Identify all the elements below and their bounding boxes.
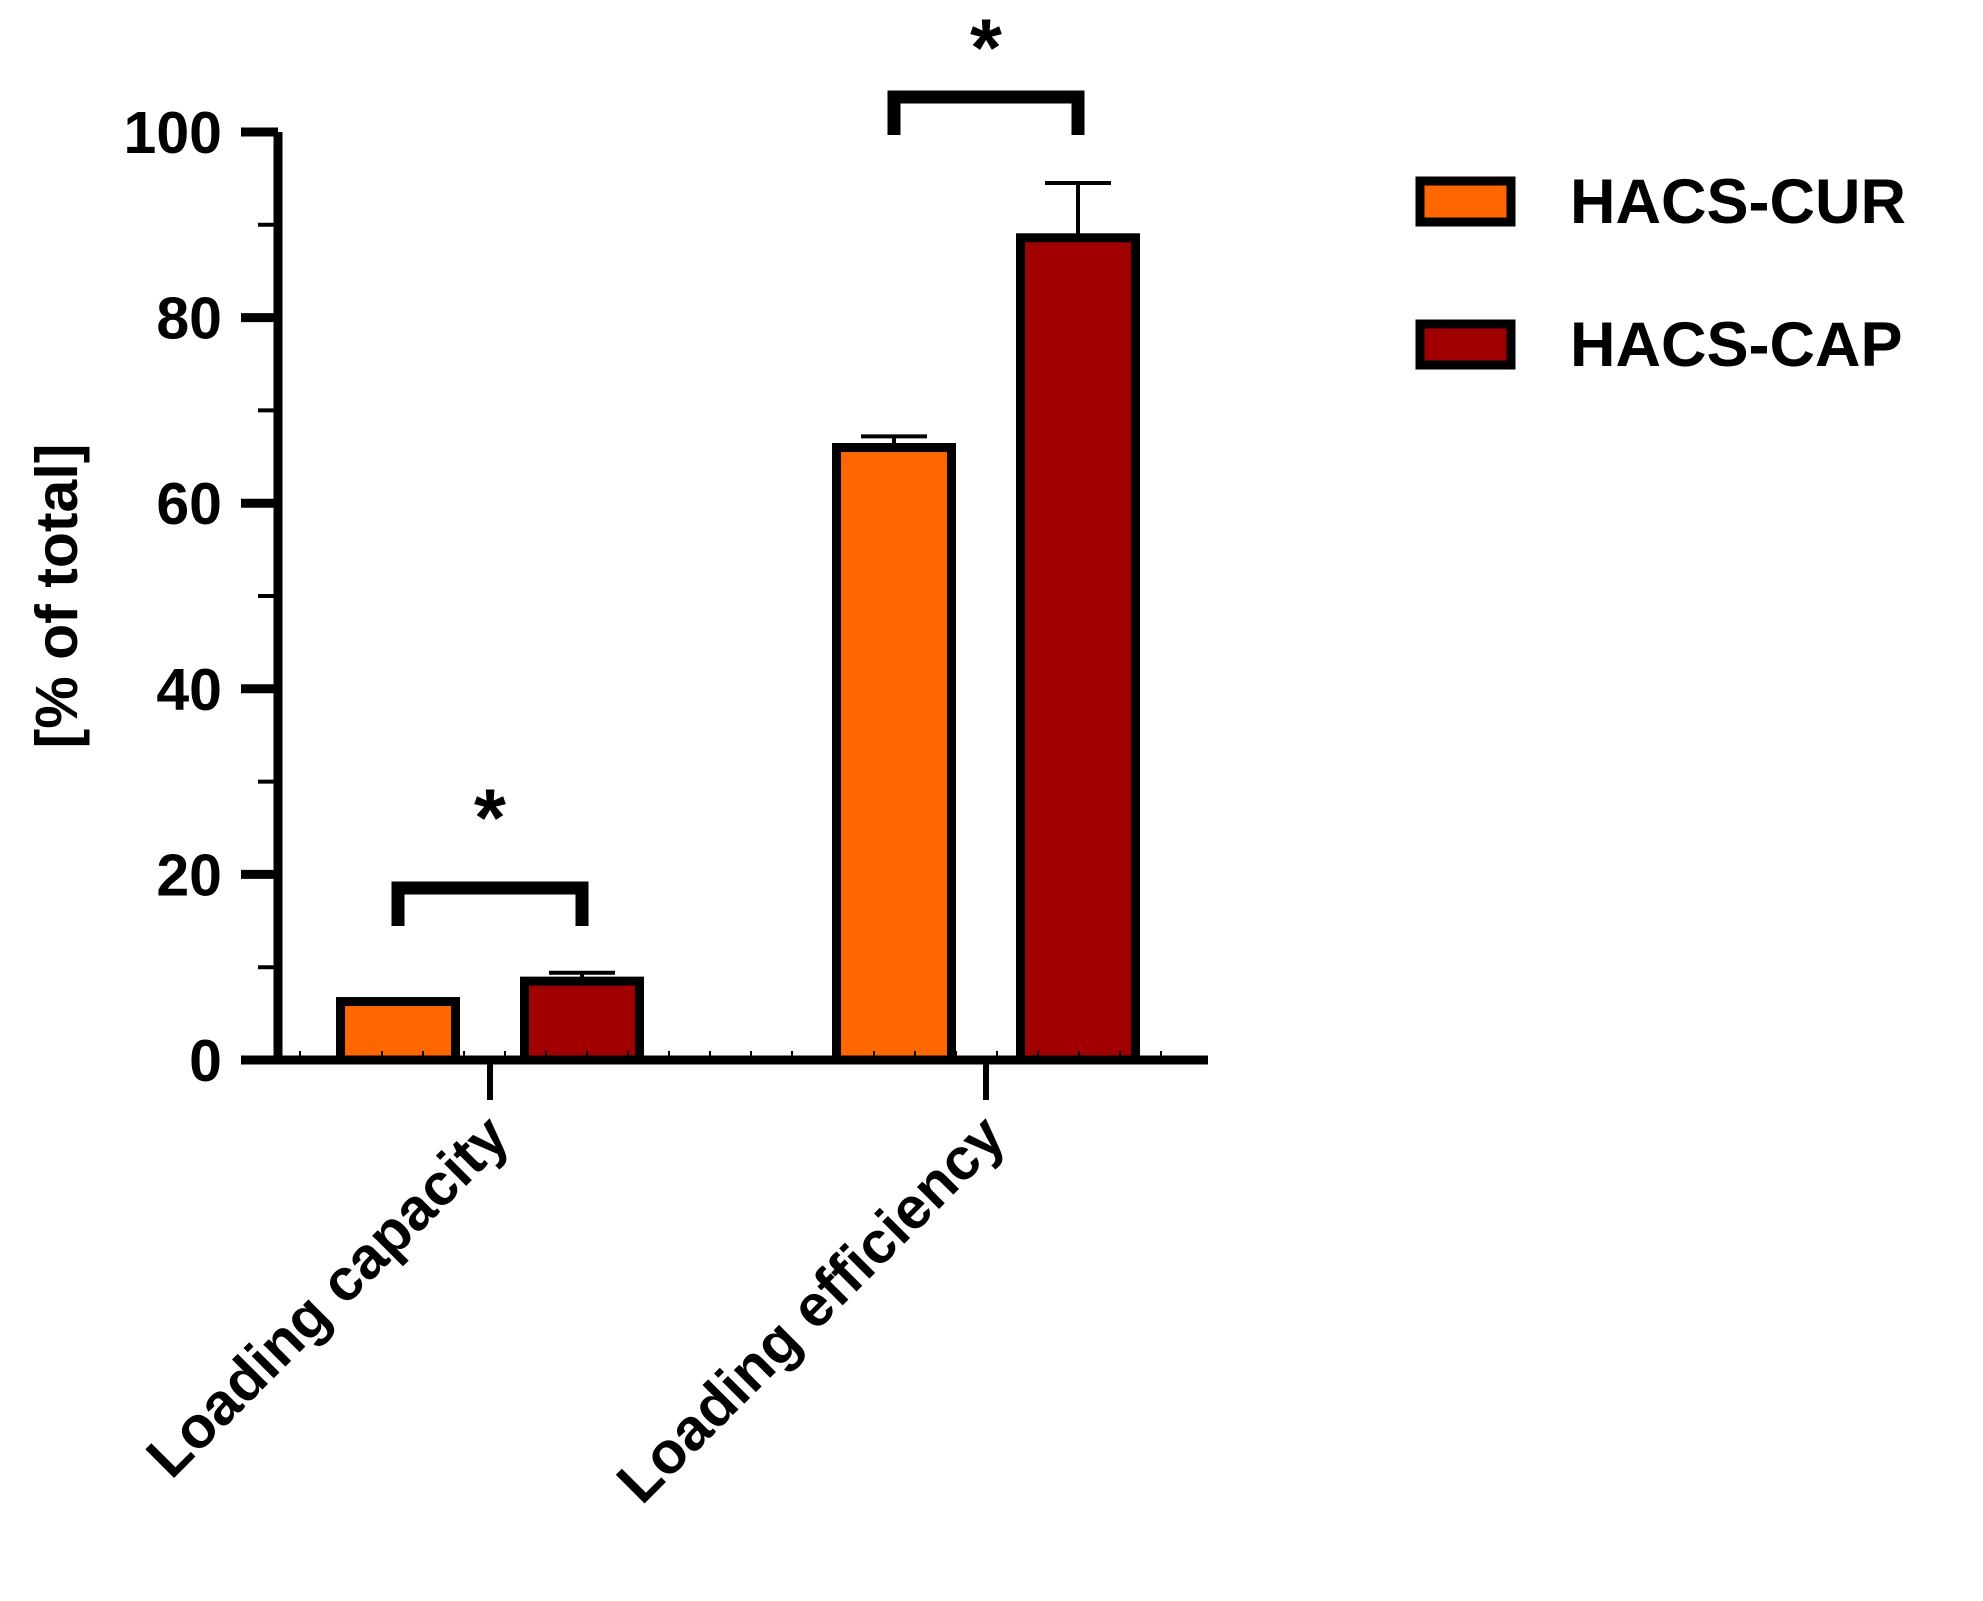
legend: HACS-CUR HACS-CAP xyxy=(1415,167,1906,380)
y-tick-label-1: 20 xyxy=(156,842,222,908)
legend-label-0: HACS-CUR xyxy=(1570,167,1906,237)
y-axis-label: [% of total] xyxy=(24,444,90,749)
y-tick-label-3: 60 xyxy=(156,471,222,537)
significance-bracket-1 xyxy=(887,90,1085,135)
significance-bracket-0 xyxy=(391,881,589,926)
legend-label-1: HACS-CAP xyxy=(1570,310,1903,380)
y-tick-label-5: 100 xyxy=(124,100,222,166)
bar-0-0 xyxy=(336,997,460,1065)
x-tick-label-1: Loading efficiency xyxy=(604,1102,1017,1515)
bars-layer xyxy=(336,233,1140,1065)
y-ticks-layer: 0 20 40 60 80 100 xyxy=(124,100,278,1094)
significance-layer: ** xyxy=(391,3,1085,926)
y-tick-label-2: 40 xyxy=(156,657,222,723)
legend-swatch-0 xyxy=(1415,176,1516,227)
x-tick-label-0: Loading capacity xyxy=(134,1102,522,1490)
bar-0-1 xyxy=(832,443,956,1065)
bar-1-1 xyxy=(1016,233,1140,1065)
error-bars-layer xyxy=(365,181,1111,1002)
y-tick-label-0: 0 xyxy=(189,1028,222,1094)
y-tick-label-4: 80 xyxy=(156,286,222,352)
bar-1-0 xyxy=(520,976,644,1065)
significance-star-1: * xyxy=(970,3,1002,94)
x-ticks-layer: Loading capacity Loading efficiency xyxy=(134,1051,1162,1515)
significance-star-0: * xyxy=(474,773,506,864)
legend-swatch-1 xyxy=(1415,319,1516,370)
